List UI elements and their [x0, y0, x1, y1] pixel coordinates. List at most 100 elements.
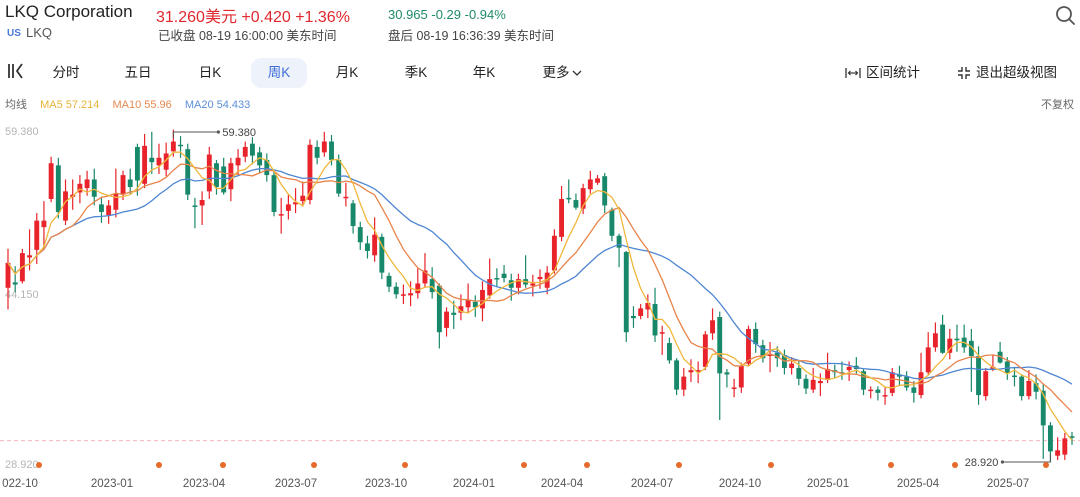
candle-body: [738, 365, 744, 388]
tab-more-label: 更多: [542, 65, 570, 80]
event-marker-dot[interactable]: [156, 462, 162, 468]
candle-body: [947, 338, 953, 353]
tab-quarterly-k[interactable]: 季K: [404, 65, 428, 80]
candle-body: [753, 328, 759, 345]
candle-body: [307, 144, 313, 201]
candle-body: [760, 345, 766, 359]
event-marker-dot[interactable]: [888, 462, 894, 468]
tab-more[interactable]: 更多: [532, 58, 592, 88]
candle-body: [1019, 376, 1025, 397]
candle-body: [84, 179, 90, 189]
candle-body: [134, 146, 140, 181]
candle-body: [393, 286, 399, 295]
range-statistics-label: 区间统计: [866, 65, 920, 80]
event-marker-dot[interactable]: [1043, 462, 1049, 468]
candle-body: [515, 279, 521, 288]
candle-body: [631, 315, 636, 319]
x-axis-tick: 2025-01: [806, 478, 850, 490]
candle-body: [702, 334, 708, 367]
event-marker-dot[interactable]: [952, 462, 958, 468]
search-icon[interactable]: [1054, 4, 1076, 26]
candle-body: [623, 252, 629, 333]
candle-body: [472, 301, 478, 308]
tab-yearly-k[interactable]: 年K: [472, 65, 496, 80]
candle-body: [372, 234, 378, 256]
event-marker-dot[interactable]: [768, 462, 774, 468]
candle-body: [12, 282, 18, 285]
candle-body: [868, 389, 874, 392]
max-marker-label: 59.380: [222, 127, 256, 139]
tab-intraday[interactable]: 分时: [52, 65, 80, 80]
range-statistics-button[interactable]: 区间统计: [845, 58, 920, 88]
candle-body: [458, 306, 464, 313]
event-marker-dot[interactable]: [311, 462, 317, 468]
event-marker-dot[interactable]: [220, 462, 226, 468]
candle-body: [983, 371, 989, 397]
tab-five-day[interactable]: 五日: [124, 65, 152, 80]
event-marker-dot[interactable]: [676, 462, 682, 468]
event-marker-dot[interactable]: [521, 462, 527, 468]
candle-body: [480, 289, 485, 309]
x-axis-tick: 2024-04: [540, 478, 584, 490]
exit-super-view-button[interactable]: 退出超级视图: [957, 58, 1057, 88]
candle-body: [968, 340, 974, 357]
candle-body: [5, 262, 11, 288]
candle-body: [357, 227, 363, 243]
candle-body: [774, 352, 780, 359]
last-price: 31.260美元 +0.420 +1.36%: [156, 9, 350, 26]
candle-body: [170, 141, 176, 152]
tab-monthly-k[interactable]: 月K: [335, 65, 359, 80]
candle-body: [580, 188, 586, 209]
max-marker-line: [172, 131, 219, 138]
tab-weekly-k[interactable]: 周K: [251, 58, 307, 88]
candle-body: [1033, 383, 1039, 392]
candle-body: [192, 205, 198, 207]
candle-body: [156, 157, 162, 166]
candlestick-plot[interactable]: 59.380 28.920: [0, 112, 1080, 472]
chevron-down-icon: [572, 70, 581, 76]
candle-body: [120, 175, 126, 195]
candle-body: [185, 149, 191, 195]
x-axis-tick: 2025-04: [896, 478, 940, 490]
candle-body: [99, 204, 104, 212]
collapse-sidebar-icon[interactable]: [6, 62, 26, 80]
min-marker-label: 28.920: [965, 457, 999, 469]
candle-body: [897, 374, 902, 377]
candle-body: [63, 191, 68, 221]
x-axis: 022-10 2023-01 2023-04 2023-07 2023-10 2024-0…: [0, 475, 1080, 495]
close-status: 已收盘 08-19 16:00:00 美东时间: [158, 29, 337, 43]
candle-body: [587, 179, 593, 190]
x-axis-tick: 2024-07: [630, 478, 674, 490]
candle-body: [379, 236, 385, 273]
candle-body: [810, 379, 816, 390]
candlestick-chart[interactable]: 59.380 44.150 28.920 59.380 28.920: [0, 112, 1080, 472]
quote-header: LKQ Corporation US LKQ 31.260美元 +0.420 +…: [0, 0, 1080, 48]
candle-body: [904, 376, 910, 388]
after-hours-price: 30.965 -0.29 -0.94%: [388, 7, 506, 22]
collapse-icon: [958, 67, 970, 80]
tab-daily-k[interactable]: 日K: [198, 65, 222, 80]
ma10-line: [7, 163, 1073, 413]
max-marker-dot: [216, 130, 220, 134]
event-marker-dot[interactable]: [402, 462, 408, 468]
candle-body: [214, 163, 219, 188]
candle-body: [861, 371, 866, 390]
after-hours-status: 盘后 08-19 16:36:39 美东时间: [388, 29, 555, 43]
price-adjustment-toggle[interactable]: 不复权: [1041, 99, 1074, 111]
candle-body: [501, 273, 507, 279]
y-axis-bottom-label: 28.920: [5, 459, 39, 471]
candle-body: [451, 312, 457, 315]
candle-body: [566, 197, 572, 200]
candle-body: [293, 202, 299, 205]
candle-body: [674, 360, 680, 390]
candle-body: [1040, 390, 1046, 426]
y-axis-mid-label: 44.150: [5, 289, 39, 301]
candle-body: [113, 193, 119, 210]
event-marker-dot[interactable]: [36, 462, 42, 468]
ma20-line: [7, 168, 1073, 385]
x-axis-tick: 2023-01: [90, 478, 134, 490]
candle-body: [767, 353, 773, 357]
candle-body: [300, 195, 306, 202]
event-marker-dot[interactable]: [584, 462, 590, 468]
candle-body: [602, 176, 608, 206]
